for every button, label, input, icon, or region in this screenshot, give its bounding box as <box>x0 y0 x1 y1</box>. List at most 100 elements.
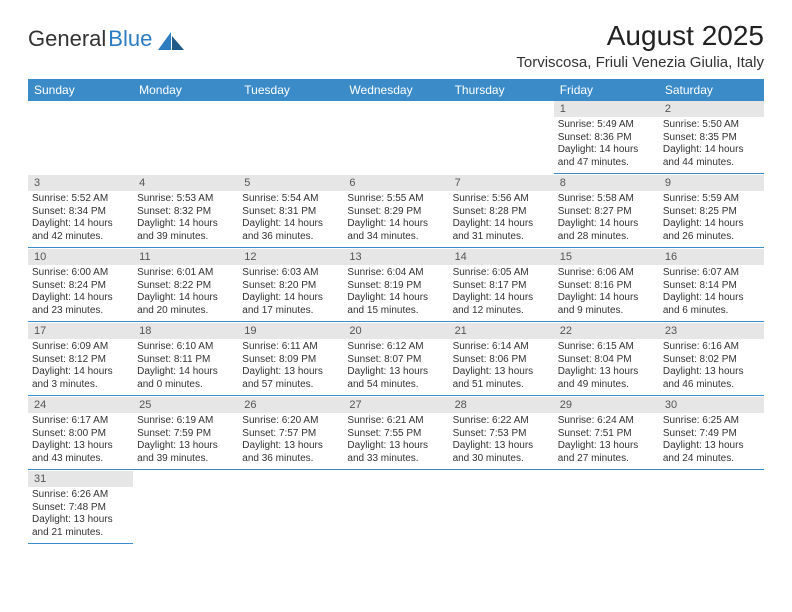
day-number: 24 <box>28 397 133 413</box>
daylight-text-2: and 28 minutes. <box>558 231 655 244</box>
day-body: Sunrise: 6:06 AMSunset: 8:16 PMDaylight:… <box>554 265 659 322</box>
sunrise-text: Sunrise: 6:17 AM <box>32 415 129 428</box>
day-body: Sunrise: 6:00 AMSunset: 8:24 PMDaylight:… <box>28 265 133 322</box>
daylight-text-2: and 3 minutes. <box>32 379 129 392</box>
daylight-text-1: Daylight: 14 hours <box>663 144 760 157</box>
sunrise-text: Sunrise: 6:22 AM <box>453 415 550 428</box>
calendar-week: 24Sunrise: 6:17 AMSunset: 8:00 PMDayligh… <box>28 397 764 471</box>
daylight-text-2: and 43 minutes. <box>32 453 129 466</box>
daylight-text-2: and 42 minutes. <box>32 231 129 244</box>
calendar-cell: 18Sunrise: 6:10 AMSunset: 8:11 PMDayligh… <box>133 323 238 397</box>
sunset-text: Sunset: 8:22 PM <box>137 280 234 293</box>
day-body: Sunrise: 6:05 AMSunset: 8:17 PMDaylight:… <box>449 265 554 322</box>
sunrise-text: Sunrise: 6:11 AM <box>242 341 339 354</box>
daylight-text-2: and 57 minutes. <box>242 379 339 392</box>
daylight-text-1: Daylight: 14 hours <box>453 218 550 231</box>
calendar-cell: 3Sunrise: 5:52 AMSunset: 8:34 PMDaylight… <box>28 175 133 249</box>
daylight-text-1: Daylight: 14 hours <box>347 218 444 231</box>
daylight-text-2: and 6 minutes. <box>663 305 760 318</box>
day-body: Sunrise: 6:11 AMSunset: 8:09 PMDaylight:… <box>238 339 343 396</box>
daylight-text-2: and 9 minutes. <box>558 305 655 318</box>
calendar-cell: 4Sunrise: 5:53 AMSunset: 8:32 PMDaylight… <box>133 175 238 249</box>
sunrise-text: Sunrise: 5:52 AM <box>32 193 129 206</box>
title-block: August 2025 Torviscosa, Friuli Venezia G… <box>516 20 764 71</box>
sunrise-text: Sunrise: 6:06 AM <box>558 267 655 280</box>
day-body: Sunrise: 6:25 AMSunset: 7:49 PMDaylight:… <box>659 413 764 470</box>
sunrise-text: Sunrise: 6:16 AM <box>663 341 760 354</box>
sunrise-text: Sunrise: 5:59 AM <box>663 193 760 206</box>
day-body: Sunrise: 6:19 AMSunset: 7:59 PMDaylight:… <box>133 413 238 470</box>
sunset-text: Sunset: 8:16 PM <box>558 280 655 293</box>
calendar-cell: 9Sunrise: 5:59 AMSunset: 8:25 PMDaylight… <box>659 175 764 249</box>
sunset-text: Sunset: 8:00 PM <box>32 428 129 441</box>
daylight-text-2: and 23 minutes. <box>32 305 129 318</box>
calendar-cell <box>133 471 238 545</box>
sunrise-text: Sunrise: 5:54 AM <box>242 193 339 206</box>
daylight-text-1: Daylight: 14 hours <box>453 292 550 305</box>
daylight-text-1: Daylight: 14 hours <box>137 292 234 305</box>
daylight-text-2: and 47 minutes. <box>558 157 655 170</box>
daylight-text-1: Daylight: 14 hours <box>558 144 655 157</box>
sunset-text: Sunset: 8:28 PM <box>453 206 550 219</box>
sunrise-text: Sunrise: 6:26 AM <box>32 489 129 502</box>
sunrise-text: Sunrise: 5:49 AM <box>558 119 655 132</box>
daylight-text-2: and 12 minutes. <box>453 305 550 318</box>
brand-logo: General Blue <box>28 26 184 52</box>
calendar-cell: 12Sunrise: 6:03 AMSunset: 8:20 PMDayligh… <box>238 249 343 323</box>
daylight-text-1: Daylight: 13 hours <box>558 366 655 379</box>
calendar-cell <box>343 101 448 175</box>
daylight-text-2: and 46 minutes. <box>663 379 760 392</box>
calendar-cell: 15Sunrise: 6:06 AMSunset: 8:16 PMDayligh… <box>554 249 659 323</box>
daylight-text-2: and 44 minutes. <box>663 157 760 170</box>
sunrise-text: Sunrise: 5:55 AM <box>347 193 444 206</box>
day-number: 12 <box>238 249 343 265</box>
calendar-week: 31Sunrise: 6:26 AMSunset: 7:48 PMDayligh… <box>28 471 764 545</box>
day-body: Sunrise: 5:56 AMSunset: 8:28 PMDaylight:… <box>449 191 554 248</box>
sunset-text: Sunset: 7:57 PM <box>242 428 339 441</box>
calendar-cell: 30Sunrise: 6:25 AMSunset: 7:49 PMDayligh… <box>659 397 764 471</box>
calendar-cell: 8Sunrise: 5:58 AMSunset: 8:27 PMDaylight… <box>554 175 659 249</box>
calendar-cell: 29Sunrise: 6:24 AMSunset: 7:51 PMDayligh… <box>554 397 659 471</box>
day-number: 15 <box>554 249 659 265</box>
daylight-text-1: Daylight: 14 hours <box>137 366 234 379</box>
daylight-text-1: Daylight: 13 hours <box>242 440 339 453</box>
day-body: Sunrise: 5:49 AMSunset: 8:36 PMDaylight:… <box>554 117 659 174</box>
daylight-text-1: Daylight: 14 hours <box>663 218 760 231</box>
daylight-text-1: Daylight: 13 hours <box>453 366 550 379</box>
day-number: 31 <box>28 471 133 487</box>
sunset-text: Sunset: 7:51 PM <box>558 428 655 441</box>
dayname-header: Monday <box>133 79 238 101</box>
dayname-header: Tuesday <box>238 79 343 101</box>
daylight-text-2: and 20 minutes. <box>137 305 234 318</box>
calendar-cell: 31Sunrise: 6:26 AMSunset: 7:48 PMDayligh… <box>28 471 133 545</box>
sunrise-text: Sunrise: 6:12 AM <box>347 341 444 354</box>
day-body: Sunrise: 6:09 AMSunset: 8:12 PMDaylight:… <box>28 339 133 396</box>
calendar-cell: 1Sunrise: 5:49 AMSunset: 8:36 PMDaylight… <box>554 101 659 175</box>
calendar-cell: 22Sunrise: 6:15 AMSunset: 8:04 PMDayligh… <box>554 323 659 397</box>
day-body: Sunrise: 6:07 AMSunset: 8:14 PMDaylight:… <box>659 265 764 322</box>
calendar-cell: 11Sunrise: 6:01 AMSunset: 8:22 PMDayligh… <box>133 249 238 323</box>
sunrise-text: Sunrise: 5:56 AM <box>453 193 550 206</box>
daylight-text-1: Daylight: 13 hours <box>663 440 760 453</box>
day-body: Sunrise: 6:15 AMSunset: 8:04 PMDaylight:… <box>554 339 659 396</box>
calendar-cell: 23Sunrise: 6:16 AMSunset: 8:02 PMDayligh… <box>659 323 764 397</box>
sunrise-text: Sunrise: 6:19 AM <box>137 415 234 428</box>
calendar-cell: 26Sunrise: 6:20 AMSunset: 7:57 PMDayligh… <box>238 397 343 471</box>
daylight-text-1: Daylight: 13 hours <box>663 366 760 379</box>
sunrise-text: Sunrise: 6:21 AM <box>347 415 444 428</box>
daylight-text-1: Daylight: 13 hours <box>242 366 339 379</box>
sunset-text: Sunset: 8:20 PM <box>242 280 339 293</box>
calendar-cell: 21Sunrise: 6:14 AMSunset: 8:06 PMDayligh… <box>449 323 554 397</box>
daylight-text-1: Daylight: 13 hours <box>558 440 655 453</box>
day-number: 16 <box>659 249 764 265</box>
daylight-text-2: and 33 minutes. <box>347 453 444 466</box>
calendar-cell: 27Sunrise: 6:21 AMSunset: 7:55 PMDayligh… <box>343 397 448 471</box>
calendar-head: SundayMondayTuesdayWednesdayThursdayFrid… <box>28 79 764 101</box>
sunset-text: Sunset: 7:55 PM <box>347 428 444 441</box>
calendar-week: 3Sunrise: 5:52 AMSunset: 8:34 PMDaylight… <box>28 175 764 249</box>
sunrise-text: Sunrise: 6:15 AM <box>558 341 655 354</box>
calendar-cell: 19Sunrise: 6:11 AMSunset: 8:09 PMDayligh… <box>238 323 343 397</box>
day-body: Sunrise: 6:17 AMSunset: 8:00 PMDaylight:… <box>28 413 133 470</box>
day-number: 17 <box>28 323 133 339</box>
day-body: Sunrise: 6:12 AMSunset: 8:07 PMDaylight:… <box>343 339 448 396</box>
